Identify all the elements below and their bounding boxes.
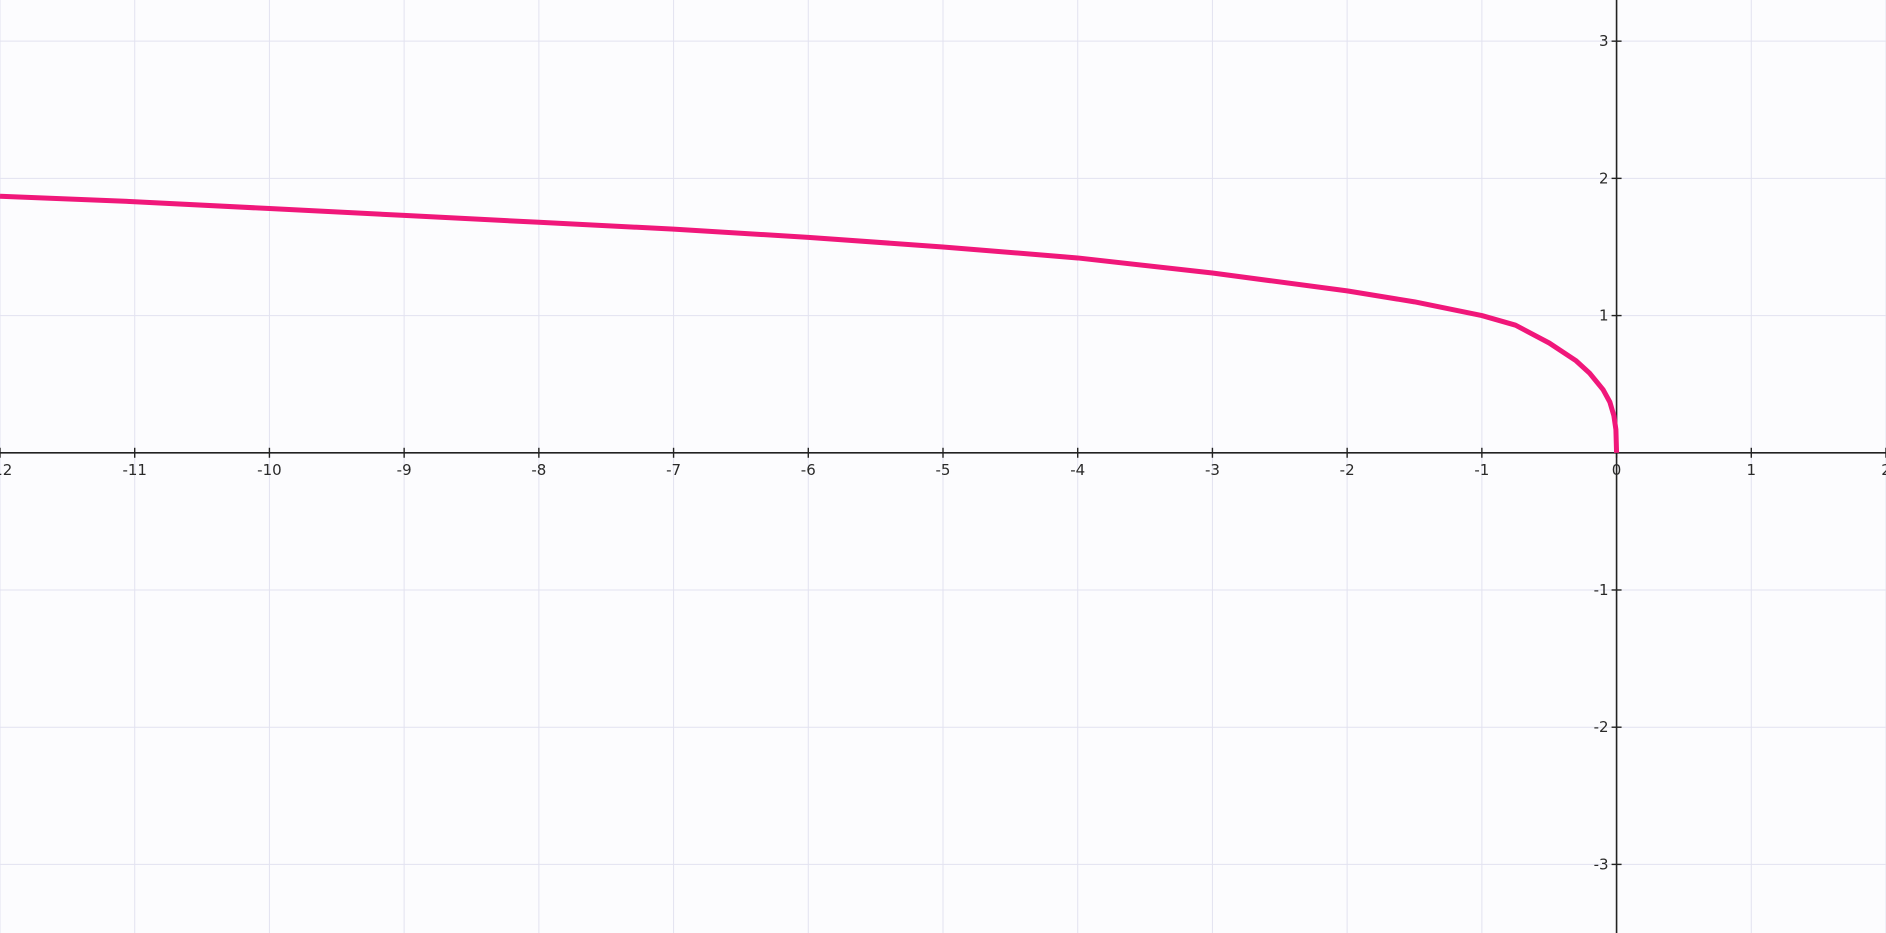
series-layer <box>0 193 1620 453</box>
x-tick-label: -10 <box>257 461 282 479</box>
x-tick-label: -2 <box>1340 461 1355 479</box>
x-tick-label: -6 <box>801 461 816 479</box>
x-tick-label: -12 <box>0 461 12 479</box>
y-tick-label: -2 <box>1594 718 1609 736</box>
x-tick-label: 1 <box>1747 461 1757 479</box>
series-line <box>0 193 1620 453</box>
y-tick-label: 2 <box>1599 169 1609 187</box>
x-tick-label: -11 <box>122 461 147 479</box>
x-tick-label: -4 <box>1070 461 1085 479</box>
x-tick-label: -5 <box>936 461 951 479</box>
x-tick-label: -1 <box>1474 461 1489 479</box>
x-tick-label: -3 <box>1205 461 1220 479</box>
x-tick-label: -8 <box>531 461 546 479</box>
y-tick-label: 3 <box>1599 32 1609 50</box>
x-tick-label: 2 <box>1881 461 1886 479</box>
y-tick-label: -1 <box>1594 581 1609 599</box>
x-tick-label: -7 <box>666 461 681 479</box>
y-tick-label: -3 <box>1594 855 1609 873</box>
x-tick-label: 0 <box>1612 461 1622 479</box>
x-tick-label: -9 <box>397 461 412 479</box>
y-tick-label: 1 <box>1599 307 1609 325</box>
